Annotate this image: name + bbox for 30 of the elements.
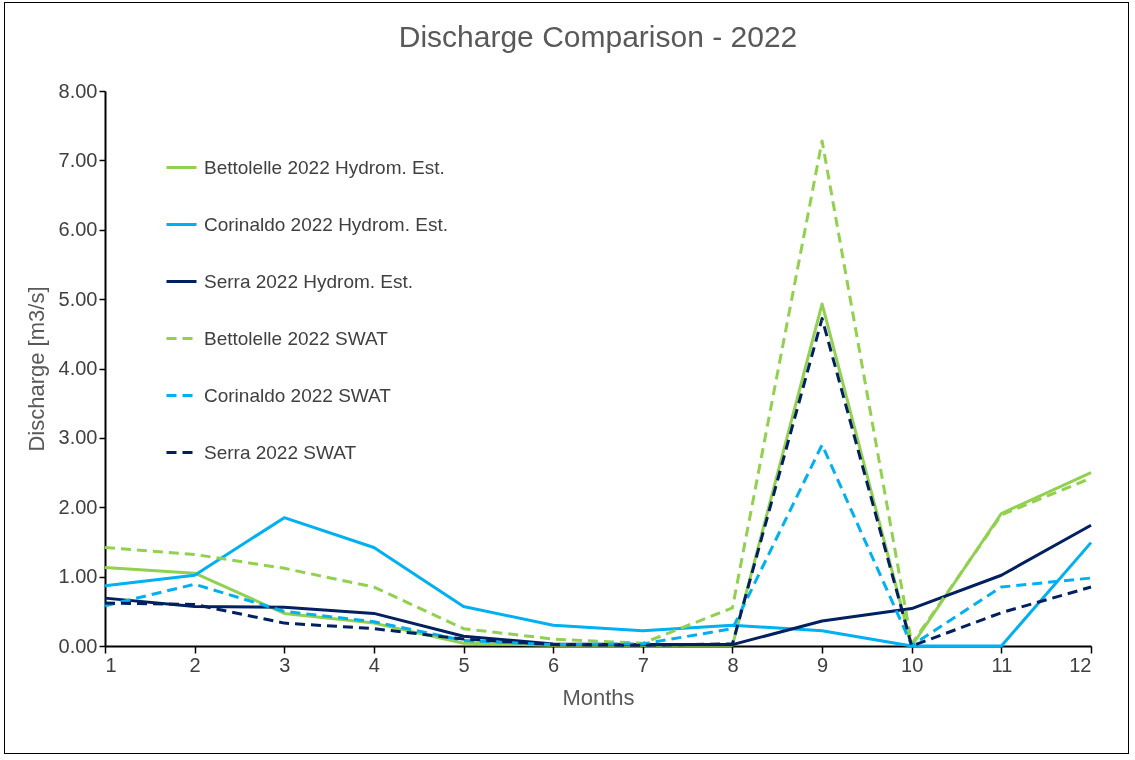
x-tick-label: 2 xyxy=(189,653,201,676)
legend-label: Corinaldo 2022 SWAT xyxy=(204,384,392,406)
x-axis-title: Months xyxy=(562,684,635,710)
y-tick-label: 8.00 xyxy=(58,79,98,102)
x-tick-label: 10 xyxy=(901,653,924,676)
legend-label: Serra 2022 Hydrom. Est. xyxy=(204,270,414,292)
y-tick-label: 5.00 xyxy=(58,287,98,310)
x-tick-label: 4 xyxy=(368,653,380,676)
y-tick-label: 4.00 xyxy=(58,357,98,379)
x-tick-label: 3 xyxy=(279,653,291,676)
y-tick-label: 3.00 xyxy=(58,426,98,449)
x-tick-label: 7 xyxy=(637,653,649,676)
x-tick-label: 5 xyxy=(458,653,470,676)
legend-label: Bettolelle 2022 SWAT xyxy=(204,327,389,349)
x-tick-label: 1 xyxy=(105,653,117,676)
x-tick-label: 9 xyxy=(817,653,829,676)
y-tick-label: 2.00 xyxy=(58,495,98,518)
x-tick-label: 6 xyxy=(548,653,560,676)
y-tick-label: 6.00 xyxy=(58,218,98,241)
x-tick-label: 8 xyxy=(727,653,739,676)
x-tick-label: 11 xyxy=(991,653,1013,676)
y-axis-title: Discharge [m3/s] xyxy=(23,286,49,452)
legend-label: Corinaldo 2022 Hydrom. Est. xyxy=(204,213,448,235)
y-tick-label: 1.00 xyxy=(58,565,98,588)
y-tick-label: 7.00 xyxy=(58,148,98,171)
x-tick-label: 12 xyxy=(1069,653,1092,676)
legend-label: Bettolelle 2022 Hydrom. Est. xyxy=(204,156,445,178)
y-tick-label: 0.00 xyxy=(58,634,98,657)
chart-title: Discharge Comparison - 2022 xyxy=(398,20,798,53)
legend-label: Serra 2022 SWAT xyxy=(204,441,357,463)
